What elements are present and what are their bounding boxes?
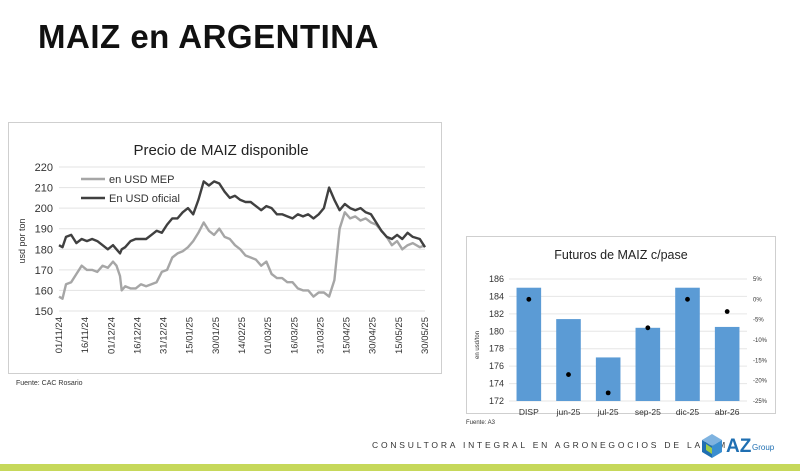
line-chart-x-ticks: 01/11/24 16/11/24 01/12/24 16/12/24 31/12/24… (54, 317, 431, 354)
line-chart-gridlines (59, 166, 425, 312)
line-chart-title: Precio de MAIZ disponible (133, 142, 308, 159)
line-chart-source: Fuente: CAC Rosario (16, 380, 83, 387)
y-tick-label: 160 (35, 285, 53, 297)
x-tick-label: abr-26 (715, 407, 740, 417)
x-tick-label: 01/11/24 (54, 317, 65, 353)
scatter-dot (645, 325, 651, 331)
logo-subtext: Group (752, 443, 775, 452)
x-tick-label: 14/02/25 (237, 317, 248, 354)
y-tick-label: 190 (35, 224, 53, 236)
logo-cube-icon (702, 434, 722, 458)
x-tick-label: 30/04/25 (368, 317, 379, 354)
y2-tick-label: -25% (753, 399, 768, 405)
logo-text: AZ (726, 436, 752, 457)
footer-text: CONSULTORA INTEGRAL EN AGRONEGOCIOS DE L… (372, 440, 729, 450)
line-chart-series (58, 180, 427, 300)
y2-tick-label: -20% (753, 379, 768, 385)
page-title: MAIZ en ARGENTINA (38, 18, 379, 55)
futures-bar-chart: Futuros de MAIZ c/pase 172 174 176 178 180 18… (466, 236, 776, 417)
bar-chart-y-ticks: 172 174 176 178 180 182 184 186 (489, 274, 504, 406)
x-tick-label: 30/05/25 (420, 317, 431, 354)
scatter-dot (526, 296, 532, 302)
bar (635, 327, 661, 401)
y2-tick-label: 0% (753, 297, 762, 303)
y-tick-label: 210 (35, 183, 53, 195)
x-tick-label: 01/03/25 (263, 317, 274, 354)
bar-chart-source: Fuente: A3 (466, 420, 496, 426)
x-tick-label: 15/05/25 (394, 317, 405, 354)
y-tick-label: 220 (35, 162, 53, 174)
x-tick-label: 16/11/24 (80, 317, 91, 353)
y2-tick-label: -15% (753, 358, 768, 364)
bottom-accent-bar (0, 464, 800, 471)
bar (675, 287, 700, 401)
bar-chart-y2-ticks: 5% 0% -5% -10% -15% -20% -25% (753, 277, 768, 405)
line-chart-y-ticks: 150 160 170 180 190 200 210 220 (35, 162, 53, 318)
x-tick-label: 31/12/24 (159, 317, 170, 354)
y-tick-label: 172 (489, 396, 504, 406)
x-tick-label: 31/03/25 (315, 317, 326, 354)
bar-chart-dots (526, 296, 730, 396)
bar (556, 319, 581, 401)
series-line-mep (58, 211, 426, 300)
scatter-dot (685, 296, 690, 302)
futures-bar-chart-svg: Futuros de MAIZ c/pase 172 174 176 178 180 18… (475, 248, 768, 417)
x-tick-label: jul-25 (597, 407, 619, 417)
y-tick-label: 186 (489, 274, 504, 284)
y-tick-label: 150 (35, 306, 53, 318)
y-tick-label: 176 (489, 361, 504, 371)
price-line-chart: Precio de MAIZ disponible 150 160 170 180 19… (8, 122, 442, 374)
series-line-oficial (58, 180, 427, 255)
x-tick-label: 16/03/25 (289, 317, 300, 354)
y2-tick-label: -10% (753, 338, 768, 344)
x-tick-label: 30/01/25 (211, 317, 222, 354)
x-tick-label: DISP (519, 407, 539, 417)
x-tick-label: jun-25 (556, 407, 581, 417)
y-tick-label: 182 (489, 309, 504, 319)
x-tick-label: 01/12/24 (106, 317, 117, 354)
scatter-dot (724, 309, 730, 314)
x-tick-label: 15/04/25 (342, 317, 353, 354)
scatter-dot (566, 372, 571, 377)
legend-label-oficial: En USD oficial (109, 193, 180, 205)
line-chart-legend: en USD MEP En USD oficial (81, 174, 180, 205)
bar-chart-y-axis-label: en usd/ton (475, 331, 481, 359)
x-tick-label: sep-25 (635, 407, 661, 417)
y-tick-label: 200 (35, 203, 53, 215)
x-tick-label: 16/12/24 (132, 317, 143, 354)
bar-chart-gridlines (509, 278, 747, 402)
y2-tick-label: 5% (753, 277, 762, 283)
bar-chart-bars (516, 287, 740, 401)
price-line-chart-svg: Precio de MAIZ disponible 150 160 170 180 19… (17, 142, 431, 354)
y2-tick-label: -5% (753, 318, 764, 324)
bar-chart-x-ticks: DISP jun-25 jul-25 sep-25 dic-25 abr-26 (519, 407, 740, 417)
x-tick-label: 15/01/25 (185, 317, 196, 354)
bar (714, 326, 740, 401)
company-logo: AZ Group (700, 432, 780, 462)
y-tick-label: 184 (489, 291, 504, 301)
scatter-dot (605, 390, 611, 396)
legend-label-mep: en USD MEP (109, 174, 174, 186)
y-tick-label: 180 (489, 326, 504, 336)
bar (516, 287, 542, 401)
y-tick-label: 170 (35, 265, 53, 277)
y-tick-label: 180 (35, 244, 53, 256)
y-tick-label: 174 (489, 379, 504, 389)
y-tick-label: 178 (489, 344, 504, 354)
bar-chart-title: Futuros de MAIZ c/pase (554, 248, 687, 262)
line-chart-y-axis-label: usd por ton (17, 218, 27, 263)
x-tick-label: dic-25 (676, 407, 699, 417)
